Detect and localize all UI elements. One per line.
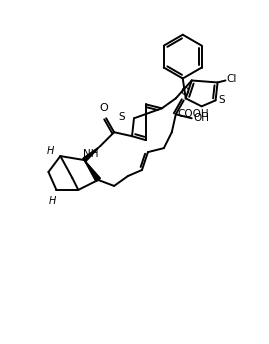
Text: COOH: COOH [178, 109, 209, 119]
Text: H: H [49, 196, 56, 206]
Text: S: S [219, 95, 225, 105]
Text: H: H [47, 146, 54, 156]
Text: O: O [180, 87, 189, 97]
Text: OH: OH [194, 113, 210, 123]
Text: Cl: Cl [226, 75, 237, 85]
Text: S: S [118, 112, 125, 122]
Text: O: O [100, 103, 108, 113]
Polygon shape [83, 146, 100, 162]
Text: NH: NH [83, 149, 98, 159]
Polygon shape [84, 160, 100, 182]
